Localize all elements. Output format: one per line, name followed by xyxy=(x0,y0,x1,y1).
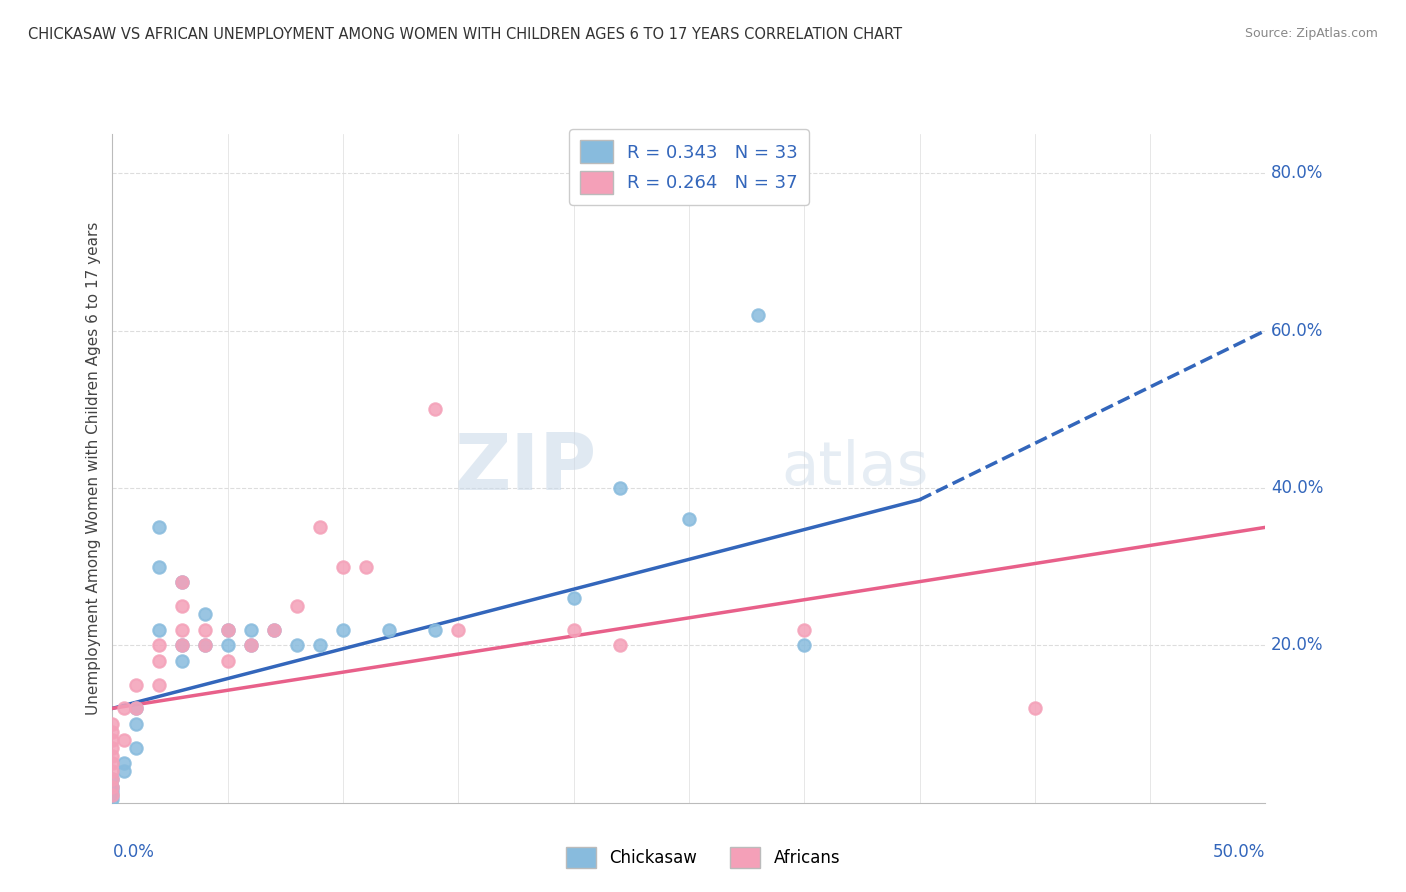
Text: 20.0%: 20.0% xyxy=(1271,636,1323,655)
Point xyxy=(217,654,239,668)
Point xyxy=(101,792,124,806)
Point xyxy=(354,559,377,574)
Point xyxy=(170,599,193,613)
Point xyxy=(263,623,285,637)
Point xyxy=(194,639,217,653)
Point xyxy=(101,732,124,747)
Point xyxy=(425,402,447,417)
Point xyxy=(124,678,146,692)
Point xyxy=(562,591,585,606)
Point xyxy=(112,756,135,771)
Point xyxy=(217,623,239,637)
Point xyxy=(101,756,124,771)
Point xyxy=(101,725,124,739)
Point xyxy=(101,788,124,802)
Point xyxy=(194,639,217,653)
Point xyxy=(148,654,170,668)
Point xyxy=(170,575,193,590)
Point xyxy=(239,639,262,653)
Point xyxy=(285,599,308,613)
Point xyxy=(101,780,124,794)
Point xyxy=(1024,701,1046,715)
Point xyxy=(101,784,124,798)
Point xyxy=(747,308,769,322)
Point xyxy=(101,764,124,779)
Point xyxy=(217,623,239,637)
Legend: Chickasaw, Africans: Chickasaw, Africans xyxy=(560,840,846,875)
Point xyxy=(101,748,124,763)
Legend: R = 0.343   N = 33, R = 0.264   N = 37: R = 0.343 N = 33, R = 0.264 N = 37 xyxy=(569,129,808,205)
Text: ZIP: ZIP xyxy=(454,430,596,507)
Point xyxy=(148,678,170,692)
Point xyxy=(263,623,285,637)
Point xyxy=(562,623,585,637)
Point xyxy=(170,654,193,668)
Text: 50.0%: 50.0% xyxy=(1213,843,1265,861)
Text: 60.0%: 60.0% xyxy=(1271,321,1323,340)
Point xyxy=(793,623,815,637)
Text: CHICKASAW VS AFRICAN UNEMPLOYMENT AMONG WOMEN WITH CHILDREN AGES 6 TO 17 YEARS C: CHICKASAW VS AFRICAN UNEMPLOYMENT AMONG … xyxy=(28,27,903,42)
Point xyxy=(194,623,217,637)
Text: Source: ZipAtlas.com: Source: ZipAtlas.com xyxy=(1244,27,1378,40)
Point xyxy=(148,559,170,574)
Point xyxy=(217,639,239,653)
Point xyxy=(678,512,700,526)
Point xyxy=(124,717,146,731)
Point xyxy=(170,575,193,590)
Point xyxy=(124,701,146,715)
Point xyxy=(609,481,631,495)
Text: 0.0%: 0.0% xyxy=(112,843,155,861)
Point xyxy=(170,639,193,653)
Point xyxy=(609,639,631,653)
Point xyxy=(309,639,332,653)
Point xyxy=(793,639,815,653)
Point xyxy=(148,639,170,653)
Point xyxy=(112,732,135,747)
Point xyxy=(101,788,124,802)
Text: atlas: atlas xyxy=(782,439,929,498)
Point xyxy=(170,623,193,637)
Point xyxy=(378,623,401,637)
Point xyxy=(148,520,170,534)
Point xyxy=(332,623,354,637)
Point xyxy=(170,639,193,653)
Point xyxy=(124,740,146,755)
Point xyxy=(309,520,332,534)
Point xyxy=(124,701,146,715)
Y-axis label: Unemployment Among Women with Children Ages 6 to 17 years: Unemployment Among Women with Children A… xyxy=(86,221,101,715)
Point xyxy=(101,772,124,787)
Point xyxy=(101,740,124,755)
Point xyxy=(332,559,354,574)
Point xyxy=(112,701,135,715)
Point xyxy=(425,623,447,637)
Text: 40.0%: 40.0% xyxy=(1271,479,1323,497)
Point xyxy=(101,780,124,794)
Point xyxy=(285,639,308,653)
Point xyxy=(112,764,135,779)
Point xyxy=(101,717,124,731)
Point xyxy=(239,639,262,653)
Point xyxy=(194,607,217,621)
Point xyxy=(101,772,124,787)
Text: 80.0%: 80.0% xyxy=(1271,164,1323,182)
Point xyxy=(148,623,170,637)
Point xyxy=(239,623,262,637)
Point xyxy=(447,623,470,637)
